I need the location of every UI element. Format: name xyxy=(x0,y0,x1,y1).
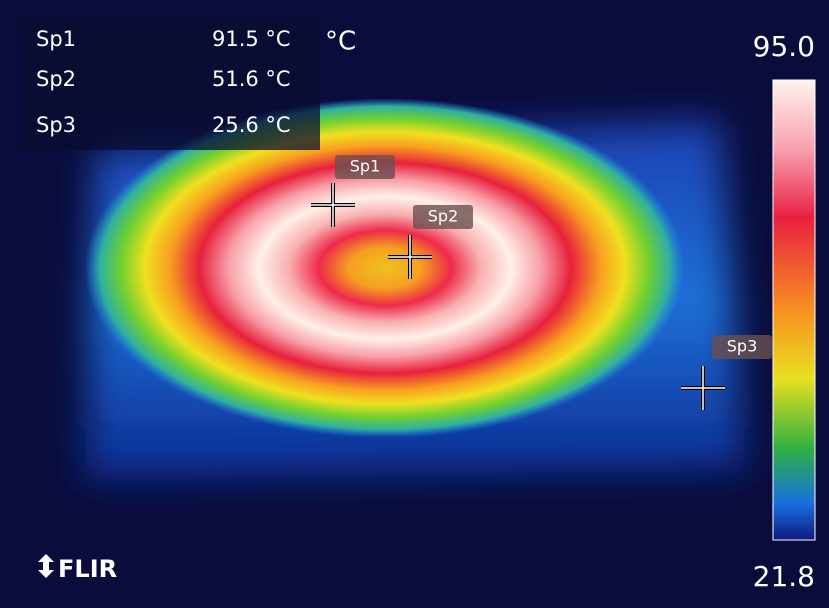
brand: FLIR xyxy=(58,555,117,583)
spot-label: Sp3 xyxy=(727,337,758,356)
logo-icon xyxy=(38,554,54,578)
crosshair xyxy=(388,235,432,279)
spot-label-bg xyxy=(712,335,772,359)
spot-label: Sp2 xyxy=(428,207,459,226)
spot-name: Sp3 xyxy=(36,113,76,137)
spot-value: 91.5 °C xyxy=(212,27,291,51)
crosshair xyxy=(311,183,355,227)
unit: °C xyxy=(325,27,356,57)
heat-rings xyxy=(85,98,685,438)
spot-name: Sp1 xyxy=(36,27,76,51)
spot-name: Sp2 xyxy=(36,67,76,91)
scale-min: 21.8 xyxy=(753,560,815,593)
spot-label-bg xyxy=(413,205,473,229)
spot-panel xyxy=(20,18,320,150)
spot-value: 51.6 °C xyxy=(212,67,291,91)
crosshair xyxy=(681,366,725,410)
spot-value: 25.6 °C xyxy=(212,113,291,137)
spot-label-bg xyxy=(335,155,395,179)
spot-label: Sp1 xyxy=(350,157,381,176)
color-bar xyxy=(772,79,816,541)
scale-max: 95.0 xyxy=(753,30,815,63)
